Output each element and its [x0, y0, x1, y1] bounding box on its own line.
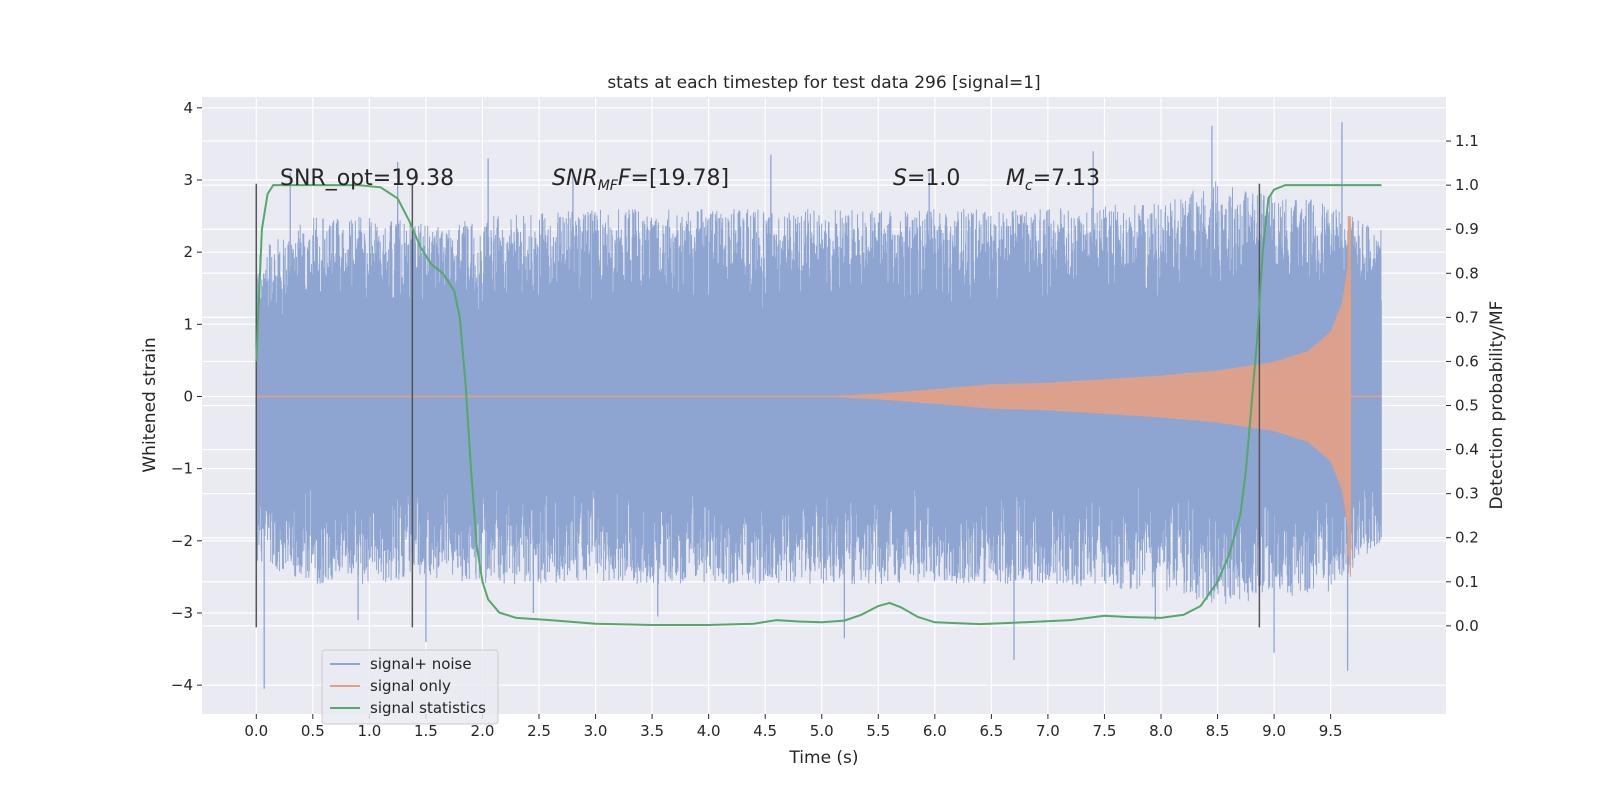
- annotation-snr-mf-sub: MF: [598, 178, 619, 194]
- y-tick-label: −1: [171, 460, 193, 478]
- y2-tick-label: 0.8: [1455, 264, 1479, 282]
- y2-tick-label: 0.3: [1455, 485, 1479, 503]
- y-tick-label: −3: [171, 604, 193, 622]
- annotation-snr-mf-main: SNR: [552, 166, 598, 191]
- annotation-snr-mf: SNRMFF=[19.78]: [552, 166, 729, 194]
- legend: signal+ noise signal only signal statist…: [321, 649, 499, 725]
- x-tick-label: 7.5: [1093, 722, 1117, 740]
- x-tick-label: 6.0: [923, 722, 947, 740]
- annotation-mc-sub: c: [1025, 178, 1033, 194]
- annotation-mc: Mc=7.13: [1006, 166, 1100, 194]
- x-tick-label: 2.5: [527, 722, 551, 740]
- y-tick-label: −2: [171, 532, 193, 550]
- y2-tick-label: 0.5: [1455, 397, 1479, 415]
- annotation-mc-main: M: [1006, 166, 1025, 191]
- legend-box: [321, 649, 499, 725]
- annotation-snr-mf-rest: =[19.78]: [631, 166, 730, 191]
- annotation-s-main: S: [893, 166, 907, 191]
- x-tick-label: 6.5: [979, 722, 1003, 740]
- y-tick-label: 3: [183, 171, 193, 189]
- series-signal-only: [256, 216, 1382, 577]
- y2-tick-label: 1.1: [1455, 132, 1479, 150]
- y2-axis-label: Detection probability/MF: [1487, 301, 1507, 510]
- y2-tick-label: 0.7: [1455, 308, 1479, 326]
- x-tick-label: 3.0: [584, 722, 608, 740]
- x-tick-label: 8.5: [1206, 722, 1230, 740]
- signal-chirp: [821, 216, 1351, 577]
- x-tick-label: 5.5: [866, 722, 890, 740]
- y-axis-ticks: −4 −3 −2 −1 0 1 2 3 4: [171, 99, 202, 694]
- x-tick-label: 2.0: [471, 722, 495, 740]
- y2-tick-label: 0.6: [1455, 352, 1479, 370]
- x-tick-label: 4.5: [753, 722, 777, 740]
- y-axis-label: Whitened strain: [140, 337, 160, 472]
- y-tick-label: 4: [183, 99, 193, 117]
- x-tick-label: 0.0: [244, 722, 268, 740]
- x-tick-label: 8.0: [1149, 722, 1173, 740]
- annotation-s-rest: =1.0: [907, 166, 960, 191]
- y2-tick-label: 1.0: [1455, 176, 1479, 194]
- y2-axis-ticks: 0.0 0.1 0.2 0.3 0.4 0.5 0.6 0.7 0.8 0.9 1.0 1.1: [1446, 132, 1479, 635]
- vertical-markers: [255, 183, 1261, 628]
- annotation-snr-opt: SNR_opt=19.38: [280, 166, 454, 191]
- x-axis-ticks: 0.0 0.5 1.0 1.5 2.0 2.5 3.0 3.5 4.0 4.5 5.0 5.5 6.0 6…: [244, 714, 1343, 740]
- chart-title: stats at each timestep for test data 296…: [607, 73, 1040, 93]
- y2-tick-label: 0.9: [1455, 220, 1479, 238]
- x-tick-label: 7.0: [1036, 722, 1060, 740]
- x-tick-label: 1.5: [414, 722, 438, 740]
- series-signal-statistics: [255, 184, 1382, 626]
- x-tick-label: 3.5: [640, 722, 664, 740]
- legend-label-signal-only: signal only: [370, 677, 451, 695]
- y2-tick-label: 0.4: [1455, 441, 1479, 459]
- y-tick-label: −4: [171, 676, 193, 694]
- x-tick-label: 4.0: [697, 722, 721, 740]
- x-tick-label: 0.5: [301, 722, 325, 740]
- x-tick-label: 9.0: [1262, 722, 1286, 740]
- legend-label-signal-plus-noise: signal+ noise: [370, 655, 472, 673]
- annotation-mc-rest: =7.13: [1033, 166, 1100, 191]
- y2-tick-label: 0.0: [1455, 617, 1479, 635]
- annotation-s: S=1.0: [893, 166, 960, 191]
- y-tick-label: 1: [183, 315, 193, 333]
- legend-label-signal-statistics: signal statistics: [370, 699, 486, 717]
- y-tick-label: 0: [183, 387, 193, 405]
- x-tick-label: 5.0: [810, 722, 834, 740]
- y-tick-label: 2: [183, 243, 193, 261]
- y2-tick-label: 0.2: [1455, 529, 1479, 547]
- y2-tick-label: 0.1: [1455, 573, 1479, 591]
- x-tick-label: 1.0: [357, 722, 381, 740]
- x-tick-label: 9.5: [1319, 722, 1343, 740]
- stats-line: [255, 184, 1382, 626]
- x-axis-label: Time (s): [788, 748, 858, 768]
